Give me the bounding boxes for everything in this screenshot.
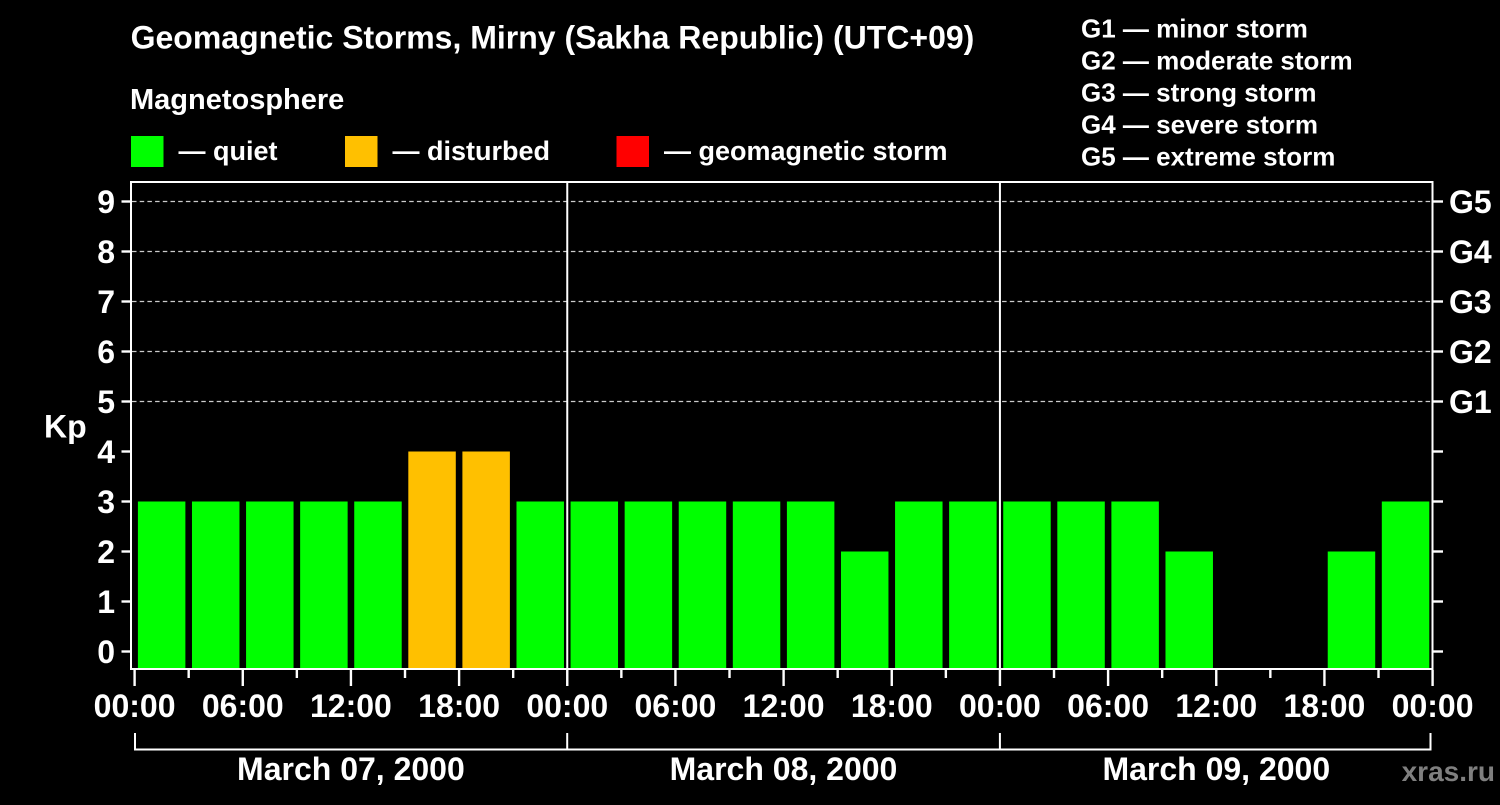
svg-text:March 09, 2000: March 09, 2000 — [1102, 751, 1330, 787]
svg-text:0: 0 — [97, 634, 115, 670]
svg-text:00:00: 00:00 — [94, 688, 176, 724]
svg-text:G4 — severe storm: G4 — severe storm — [1081, 109, 1318, 139]
svg-text:12:00: 12:00 — [743, 688, 825, 724]
svg-text:6: 6 — [97, 334, 115, 370]
svg-text:Geomagnetic Storms, Mirny (Sak: Geomagnetic Storms, Mirny (Sakha Republi… — [131, 20, 975, 56]
svg-text:06:00: 06:00 — [635, 688, 717, 724]
svg-text:5: 5 — [97, 384, 115, 420]
svg-text:06:00: 06:00 — [202, 688, 284, 724]
svg-text:18:00: 18:00 — [418, 688, 500, 724]
svg-text:00:00: 00:00 — [959, 688, 1041, 724]
svg-text:00:00: 00:00 — [1392, 688, 1474, 724]
svg-text:G2: G2 — [1449, 334, 1492, 370]
svg-text:G3: G3 — [1449, 284, 1492, 320]
svg-text:G2 — moderate storm: G2 — moderate storm — [1081, 45, 1353, 75]
svg-text:1: 1 — [97, 584, 115, 620]
svg-text:4: 4 — [97, 434, 115, 470]
svg-text:xras.ru: xras.ru — [1402, 756, 1495, 787]
svg-text:— quiet: — quiet — [179, 136, 278, 166]
svg-text:9: 9 — [97, 184, 115, 220]
svg-text:G5: G5 — [1449, 184, 1492, 220]
svg-text:18:00: 18:00 — [851, 688, 933, 724]
svg-text:8: 8 — [97, 234, 115, 270]
svg-text:March 08, 2000: March 08, 2000 — [670, 751, 898, 787]
svg-text:00:00: 00:00 — [526, 688, 608, 724]
svg-text:3: 3 — [97, 484, 115, 520]
svg-text:G5 — extreme storm: G5 — extreme storm — [1081, 141, 1335, 171]
svg-text:12:00: 12:00 — [310, 688, 392, 724]
svg-text:Magnetosphere: Magnetosphere — [130, 84, 344, 116]
svg-text:18:00: 18:00 — [1284, 688, 1366, 724]
svg-text:2: 2 — [97, 534, 115, 570]
svg-text:7: 7 — [97, 284, 115, 320]
svg-text:— disturbed: — disturbed — [393, 136, 551, 166]
svg-text:G1: G1 — [1449, 384, 1492, 420]
svg-text:G1 — minor storm: G1 — minor storm — [1081, 13, 1308, 43]
svg-text:12:00: 12:00 — [1175, 688, 1257, 724]
svg-text:— geomagnetic storm: — geomagnetic storm — [664, 136, 948, 166]
svg-text:G3 — strong storm: G3 — strong storm — [1081, 77, 1316, 107]
svg-text:Kp: Kp — [44, 409, 87, 445]
svg-text:G4: G4 — [1449, 234, 1492, 270]
svg-text:March 07, 2000: March 07, 2000 — [237, 751, 465, 787]
svg-text:06:00: 06:00 — [1067, 688, 1149, 724]
